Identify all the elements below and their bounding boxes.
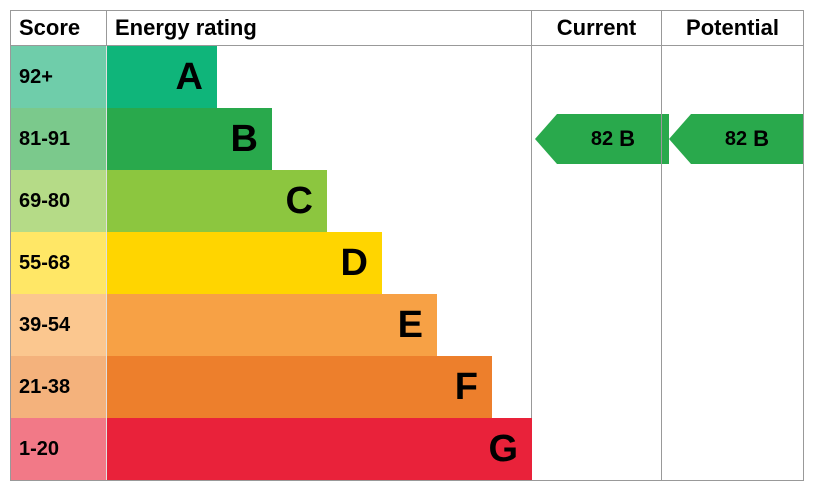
band-row-d: 55-68D — [11, 232, 803, 294]
bar-area: G — [106, 418, 531, 480]
current-arrow-letter: B — [619, 126, 635, 152]
epc-chart: Score Energy rating Current Potential 92… — [10, 10, 804, 481]
potential-arrow: 82 B — [691, 114, 803, 164]
current-cell — [531, 46, 661, 108]
score-cell: 81-91 — [11, 108, 106, 170]
current-cell — [531, 232, 661, 294]
band-row-a: 92+A — [11, 46, 803, 108]
current-cell — [531, 294, 661, 356]
potential-cell — [661, 356, 803, 418]
potential-arrow-value: 82 — [725, 128, 747, 151]
potential-cell — [661, 46, 803, 108]
band-row-e: 39-54E — [11, 294, 803, 356]
header-row: Score Energy rating Current Potential — [11, 11, 803, 46]
current-cell — [531, 356, 661, 418]
score-cell: 92+ — [11, 46, 106, 108]
score-cell: 39-54 — [11, 294, 106, 356]
bar-area: B — [106, 108, 531, 170]
potential-arrow-letter: B — [753, 126, 769, 152]
current-arrow-value: 82 — [591, 128, 613, 151]
rating-bar-c: C — [107, 170, 327, 232]
potential-cell — [661, 418, 803, 480]
bar-area: F — [106, 356, 531, 418]
current-cell — [531, 170, 661, 232]
bar-area: E — [106, 294, 531, 356]
potential-cell — [661, 232, 803, 294]
rating-bar-a: A — [107, 46, 217, 108]
score-cell: 69-80 — [11, 170, 106, 232]
bar-area: D — [106, 232, 531, 294]
header-rating: Energy rating — [106, 11, 531, 45]
band-row-c: 69-80C — [11, 170, 803, 232]
current-cell — [531, 418, 661, 480]
header-potential: Potential — [661, 11, 803, 45]
bar-area: A — [106, 46, 531, 108]
score-cell: 55-68 — [11, 232, 106, 294]
band-row-f: 21-38F — [11, 356, 803, 418]
score-cell: 21-38 — [11, 356, 106, 418]
score-cell: 1-20 — [11, 418, 106, 480]
rating-bar-g: G — [107, 418, 532, 480]
band-row-g: 1-20G — [11, 418, 803, 480]
header-score: Score — [11, 11, 106, 45]
rating-bar-d: D — [107, 232, 382, 294]
header-current: Current — [531, 11, 661, 45]
current-arrow: 82 B — [557, 114, 669, 164]
potential-cell — [661, 294, 803, 356]
rows-area: 92+A81-91B69-80C55-68D39-54E21-38F1-20G8… — [11, 46, 803, 480]
potential-cell — [661, 170, 803, 232]
rating-bar-b: B — [107, 108, 272, 170]
rating-bar-e: E — [107, 294, 437, 356]
bar-area: C — [106, 170, 531, 232]
rating-bar-f: F — [107, 356, 492, 418]
